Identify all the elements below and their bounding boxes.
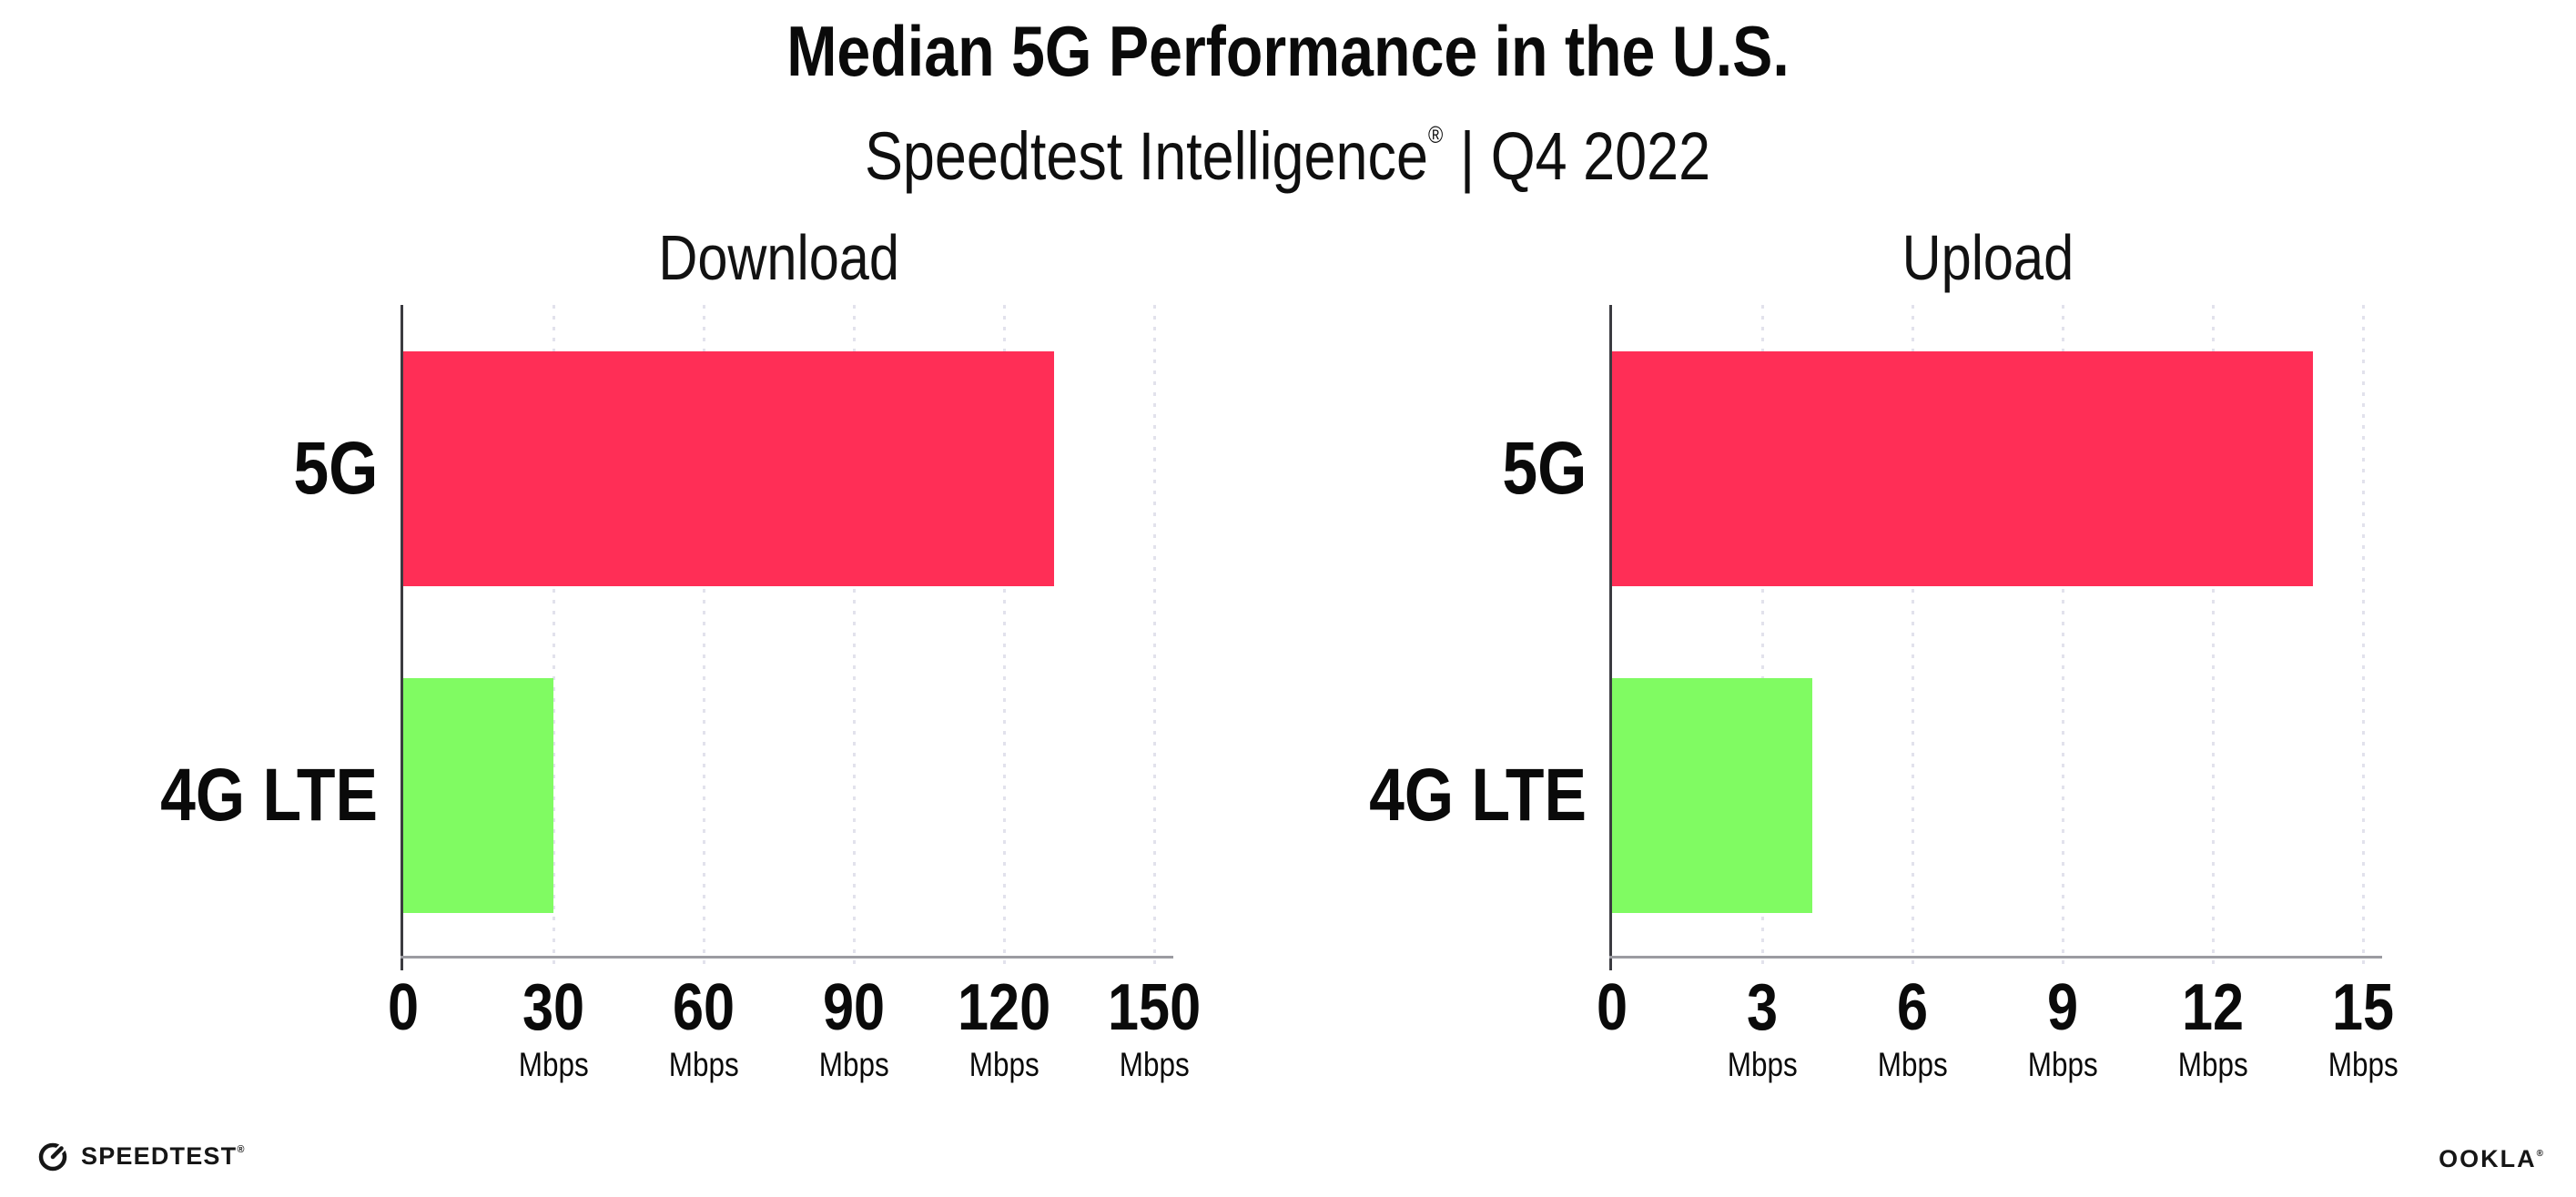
x-tick-150: 150 Mbps (1072, 973, 1236, 1084)
x-tick-value: 150 (1107, 971, 1202, 1044)
plot-area (401, 305, 1173, 970)
x-tick-3: 3 Mbps (1680, 973, 1844, 1084)
gridline-120 (1002, 305, 1006, 969)
x-tick-unit: Mbps (818, 1046, 889, 1083)
x-tick-0: 0 (321, 973, 485, 1042)
x-tick-value: 120 (957, 971, 1051, 1044)
x-tick-unit: Mbps (2177, 1046, 2248, 1083)
x-tick-0: 0 (1530, 973, 1694, 1042)
category-label-4g-lte: 4G LTE (160, 753, 378, 837)
chart-upload: Upload 5G 4G LTE 0 3 Mbps 6 Mbps 9 Mbps 12 Mbps 15 M… (1300, 218, 2556, 1183)
registered-mark: ® (1428, 121, 1444, 148)
x-tick-unit: Mbps (2027, 1046, 2098, 1083)
plot-area (1609, 305, 2382, 970)
x-axis-line (1609, 956, 2382, 959)
x-tick-9: 9 Mbps (1981, 973, 2145, 1084)
page-subtitle: Speedtest Intelligence® | Q4 2022 (0, 87, 2576, 204)
x-tick-unit: Mbps (2328, 1046, 2399, 1083)
gridline-12 (2211, 305, 2215, 969)
gridline-15 (2361, 305, 2365, 969)
x-tick-value: 3 (1746, 971, 1779, 1044)
speedtest-gauge-icon (38, 1142, 67, 1172)
subtitle-period: | Q4 2022 (1460, 118, 1711, 194)
gridline-90 (852, 305, 856, 969)
x-tick-120: 120 Mbps (922, 973, 1086, 1084)
category-label-4g-lte: 4G LTE (1369, 753, 1587, 837)
x-tick-unit: Mbps (518, 1046, 589, 1083)
chart-download: Download 5G 4G LTE 0 30 Mbps 60 Mbps 90 Mbps 120 M… (91, 218, 1347, 1183)
chart-title: Download (658, 222, 899, 293)
x-tick-60: 60 Mbps (622, 973, 786, 1084)
bar-4g-lte (1612, 677, 1812, 913)
bar-4g-lte (403, 677, 553, 913)
x-tick-value: 60 (672, 971, 735, 1044)
x-tick-value: 15 (2331, 971, 2395, 1044)
bar-5g (403, 350, 1054, 586)
x-tick-value: 90 (822, 971, 886, 1044)
x-tick-unit: Mbps (668, 1046, 739, 1083)
speedtest-logo: SPEEDTEST® (36, 1138, 244, 1174)
x-tick-30: 30 Mbps (472, 973, 635, 1084)
chart-title: Upload (1902, 222, 2074, 293)
bar-5g (1612, 350, 2313, 586)
registered-mark: ® (2536, 1149, 2543, 1159)
x-tick-value: 12 (2181, 971, 2245, 1044)
gridline-30 (552, 305, 555, 969)
x-tick-value: 0 (1596, 971, 1628, 1044)
x-tick-6: 6 Mbps (1831, 973, 1994, 1084)
x-tick-15: 15 Mbps (2281, 973, 2445, 1084)
category-label-5g: 5G (293, 426, 378, 510)
x-tick-value: 30 (522, 971, 585, 1044)
y-axis-line (401, 305, 403, 970)
gridline-9 (2061, 305, 2064, 969)
x-tick-90: 90 Mbps (772, 973, 936, 1084)
x-axis-line (401, 956, 1173, 959)
registered-mark: ® (237, 1143, 245, 1155)
x-tick-value: 0 (387, 971, 420, 1044)
ookla-wordmark: OOKLA® (2439, 1145, 2543, 1172)
y-axis-line (1609, 305, 1612, 970)
gridline-3 (1760, 305, 1764, 969)
gridline-6 (1911, 305, 1914, 969)
x-tick-unit: Mbps (1727, 1046, 1798, 1083)
x-tick-unit: Mbps (969, 1046, 1040, 1083)
x-tick-value: 6 (1896, 971, 1929, 1044)
subtitle-brand: Speedtest Intelligence (865, 118, 1429, 194)
x-tick-value: 9 (2046, 971, 2079, 1044)
x-tick-unit: Mbps (1877, 1046, 1948, 1083)
page-title: Median 5G Performance in the U.S. (786, 11, 1790, 91)
gridline-60 (702, 305, 705, 969)
x-tick-unit: Mbps (1119, 1046, 1190, 1083)
x-tick-12: 12 Mbps (2131, 973, 2295, 1084)
category-label-5g: 5G (1502, 426, 1587, 510)
gridline-150 (1152, 305, 1156, 969)
speedtest-wordmark: SPEEDTEST® (81, 1141, 245, 1170)
